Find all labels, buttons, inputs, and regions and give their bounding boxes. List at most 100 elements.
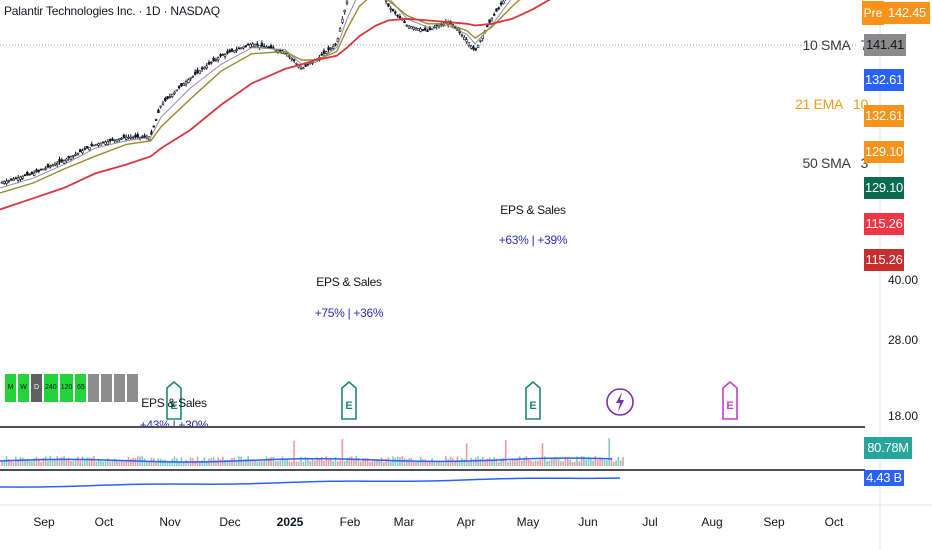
- legend-value: 3: [860, 155, 869, 171]
- volume-bar: [564, 456, 567, 466]
- volume-bar: [199, 461, 201, 466]
- price-bar-body: [237, 47, 241, 50]
- volume-bar: [12, 461, 15, 466]
- price-bar-body: [428, 27, 431, 31]
- price-bar-body: [102, 141, 105, 144]
- volume-bar: [65, 459, 68, 466]
- x-tick-label: Aug: [701, 515, 723, 529]
- legend-name: 21 EMA: [795, 96, 844, 112]
- volume-bar: [127, 457, 130, 466]
- volume-bar: [599, 457, 601, 466]
- volume-bar: [491, 459, 493, 466]
- earnings-marker-letter: E: [726, 400, 733, 412]
- volume-bar: [518, 456, 521, 466]
- volume-bar: [613, 461, 615, 466]
- volume-bar: [61, 457, 63, 466]
- price-bar-body: [421, 29, 425, 31]
- price-bar-body: [212, 57, 215, 62]
- price-bar-body: [136, 133, 139, 138]
- volume-bar: [33, 458, 35, 466]
- volume-bar: [557, 458, 560, 466]
- price-bar-body: [256, 43, 259, 46]
- price-bar-body: [492, 14, 496, 16]
- price-bar-body: [14, 177, 17, 180]
- volume-bar: [539, 459, 541, 466]
- x-tick-label: Sep: [763, 515, 785, 529]
- volume-bar: [24, 458, 26, 466]
- volume-bar: [258, 460, 261, 466]
- earnings-marker-letter: E: [529, 400, 536, 412]
- volume-bar: [182, 461, 185, 466]
- price-bar-body: [476, 44, 480, 48]
- price-bar-body: [426, 30, 429, 32]
- volume-bar: [465, 443, 468, 466]
- price-bar-body: [53, 163, 57, 167]
- volume-bar: [576, 456, 578, 466]
- volume-bar: [251, 459, 254, 466]
- volume-bar: [104, 459, 107, 466]
- volume-bar: [194, 460, 196, 466]
- price-bar-body: [240, 47, 243, 50]
- price-tag-red-1: 115.26: [864, 213, 904, 235]
- price-bar-body: [111, 138, 114, 141]
- volume-bar: [472, 459, 475, 466]
- volume-bar: [364, 457, 367, 466]
- price-bar-body: [12, 178, 15, 181]
- volume-bar: [555, 457, 558, 466]
- volume-bar: [235, 461, 238, 466]
- timeframe-box: 240: [44, 374, 58, 402]
- volume-bar: [578, 461, 581, 466]
- price-bar-body: [182, 83, 185, 86]
- price-bar-body: [336, 38, 339, 42]
- price-bar-body: [203, 67, 206, 70]
- price-bar-body: [154, 119, 158, 121]
- price-bar-body: [194, 71, 197, 75]
- volume-bar: [77, 456, 79, 466]
- price-bar-body: [495, 8, 498, 12]
- legend-item-10sma[interactable]: 10 SMA 7: [803, 37, 869, 53]
- volume-bar: [523, 457, 525, 466]
- volume-bar: [245, 459, 247, 466]
- price-bar-body: [391, 8, 395, 12]
- volume-bar: [8, 459, 10, 466]
- volume-bar: [123, 461, 125, 466]
- earnings-marker-icon: [525, 380, 541, 420]
- timeframe-box-empty: .: [88, 374, 100, 402]
- price-bar-body: [288, 55, 291, 58]
- volume-bar: [169, 461, 171, 466]
- price-bar-body: [138, 136, 142, 139]
- volume-bar: [383, 461, 385, 466]
- price-bar-body: [430, 28, 434, 31]
- legend-item-50sma[interactable]: 50 SMA 3: [803, 155, 869, 171]
- price-bar-body: [295, 62, 298, 65]
- price-bar-body: [180, 83, 183, 87]
- price-bar-body: [175, 89, 178, 92]
- volume-bar: [567, 456, 569, 466]
- volume-bar: [54, 459, 56, 466]
- price-tag-50sma: 129.10: [864, 177, 904, 199]
- volume-bar: [408, 458, 410, 466]
- price-bar-body: [499, 2, 503, 5]
- price-bar-body: [42, 168, 45, 171]
- price-bar-body: [49, 165, 52, 168]
- legend-item-21ema[interactable]: 21 EMA 10: [795, 96, 868, 112]
- price-bar-body: [196, 69, 199, 73]
- volume-bar: [385, 458, 387, 466]
- price-bar-body: [219, 54, 222, 57]
- price-bar-body: [5, 180, 8, 184]
- volume-bar: [327, 458, 330, 466]
- volume-bar: [284, 459, 286, 466]
- price-bar-body: [207, 62, 211, 65]
- price-bar-body: [467, 42, 471, 47]
- volume-bar: [486, 458, 489, 466]
- timeframe-box: D: [31, 374, 42, 402]
- price-bar-body: [463, 36, 466, 41]
- volume-bar: [452, 458, 454, 466]
- volume-bar: [350, 456, 353, 466]
- volume-bar: [548, 460, 551, 466]
- x-tick-label: May: [516, 515, 540, 529]
- price-bar-body: [58, 159, 61, 163]
- price-bar-body: [95, 143, 98, 146]
- price-bar-body: [122, 134, 126, 138]
